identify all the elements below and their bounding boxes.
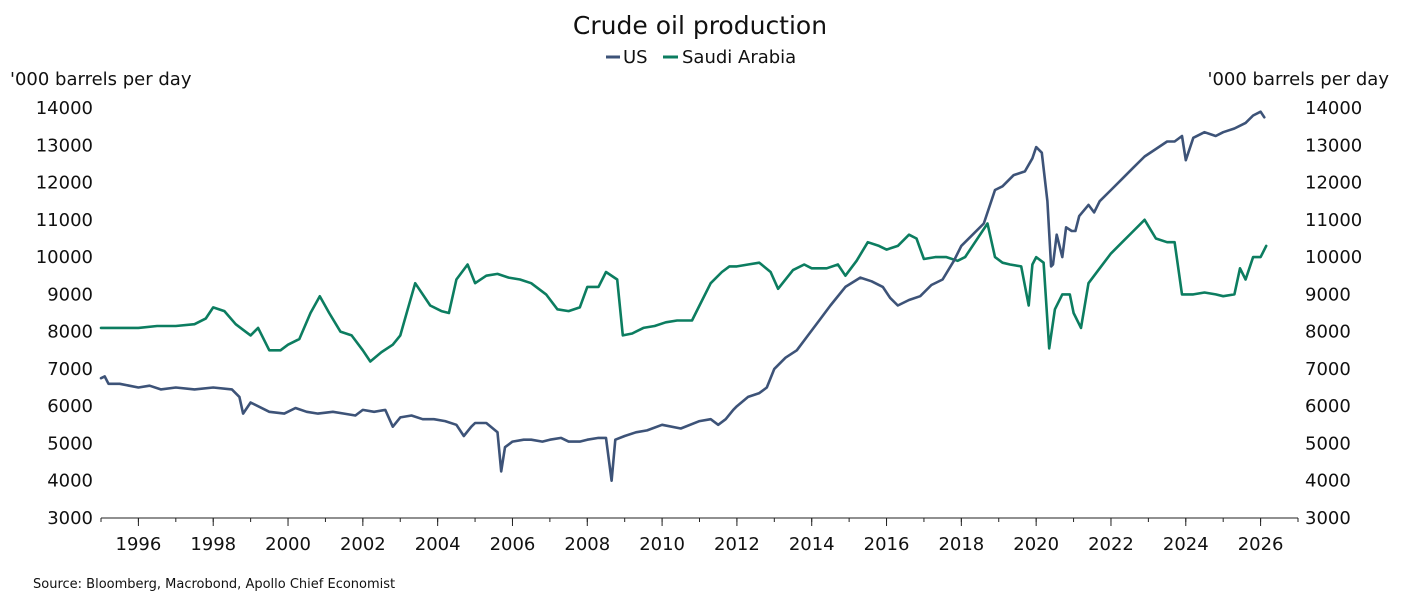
source-note: Source: Bloomberg, Macrobond, Apollo Chi…	[33, 577, 395, 592]
y-tick-right: 13000	[1305, 135, 1362, 156]
y-tick-left: 4000	[47, 471, 93, 492]
y-axis-right: 14000 13000 12000 11000 10000 9000 8000 7000 600…	[1305, 98, 1362, 529]
x-tick-label: 2006	[490, 534, 536, 555]
x-tick-label: 2020	[1013, 534, 1059, 555]
x-tick-label: 2010	[639, 534, 685, 555]
y-tick-left: 13000	[36, 135, 93, 156]
y-tick-right: 4000	[1305, 471, 1351, 492]
x-axis: 1996 1998 2000 2002 2004 2006 2008 2010 2012 2014…	[100, 518, 1299, 555]
y-tick-right: 5000	[1305, 433, 1351, 454]
x-tick-label: 2022	[1088, 534, 1134, 555]
y-tick-left: 10000	[36, 247, 93, 268]
series-line-us	[99, 110, 1266, 482]
x-tick-label: 1996	[116, 534, 162, 555]
x-tick-label: 2014	[789, 534, 835, 555]
series-layer	[99, 110, 1268, 482]
x-tick-label: 2016	[864, 534, 910, 555]
y-tick-right: 9000	[1305, 284, 1351, 305]
y-tick-right: 10000	[1305, 247, 1362, 268]
y-tick-left: 8000	[47, 322, 93, 343]
y-tick-left: 14000	[36, 98, 93, 119]
y-tick-right: 12000	[1305, 173, 1362, 194]
x-tick-label: 2004	[415, 534, 461, 555]
y-tick-right: 8000	[1305, 322, 1351, 343]
y-unit-right: '000 barrels per day	[1208, 69, 1390, 90]
x-tick-label: 2026	[1238, 534, 1284, 555]
y-tick-left: 5000	[47, 433, 93, 454]
legend-label-us: US	[623, 47, 648, 68]
y-axis-left: 14000 13000 12000 11000 10000 9000 8000 7000 600…	[36, 98, 93, 529]
y-tick-left: 9000	[47, 284, 93, 305]
x-tick-label: 2012	[714, 534, 760, 555]
series-line-saudi	[99, 218, 1268, 363]
y-tick-right: 14000	[1305, 98, 1362, 119]
x-tick-label: 1998	[190, 534, 236, 555]
x-tick-label: 2008	[564, 534, 610, 555]
y-tick-left: 11000	[36, 210, 93, 231]
y-tick-right: 3000	[1305, 508, 1351, 529]
y-tick-left: 7000	[47, 359, 93, 380]
y-tick-left: 3000	[47, 508, 93, 529]
x-tick-label: 2002	[340, 534, 386, 555]
chart-title: Crude oil production	[573, 11, 827, 40]
y-tick-right: 11000	[1305, 210, 1362, 231]
y-tick-left: 6000	[47, 396, 93, 417]
y-tick-right: 7000	[1305, 359, 1351, 380]
x-tick-label: 2018	[938, 534, 984, 555]
x-tick-label: 2000	[265, 534, 311, 555]
y-tick-left: 12000	[36, 173, 93, 194]
legend-label-saudi: Saudi Arabia	[682, 47, 796, 68]
y-unit-left: '000 barrels per day	[10, 69, 192, 90]
legend: US Saudi Arabia	[606, 47, 796, 68]
y-tick-right: 6000	[1305, 396, 1351, 417]
x-tick-label: 2024	[1163, 534, 1209, 555]
